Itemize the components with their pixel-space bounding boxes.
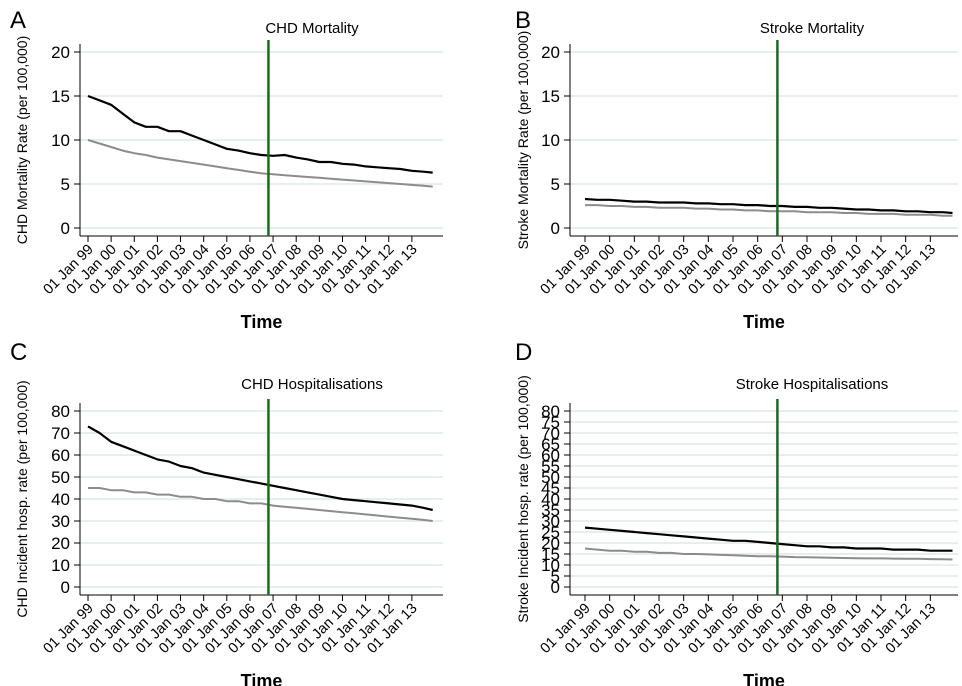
series-line-dark <box>584 197 953 215</box>
y-tick-label: 20 <box>541 43 560 62</box>
series-line-light <box>585 204 953 217</box>
y-tick-label: 15 <box>51 87 70 106</box>
y-tick-label: 40 <box>541 490 560 509</box>
y-tick-label: 30 <box>51 512 70 531</box>
y-tick-label: 35 <box>541 501 560 520</box>
series-line-dark <box>87 94 433 174</box>
y-tick-label: 5 <box>551 175 560 194</box>
y-tick-label: 20 <box>541 534 560 553</box>
y-tick-label: 10 <box>541 131 560 150</box>
series-line-light <box>88 487 433 522</box>
y-tick-label: 65 <box>541 435 560 454</box>
x-axis-label: Time <box>743 312 785 332</box>
y-tick-label: 75 <box>541 413 560 432</box>
y-axis-label: CHD Mortality Rate (per 100,000) <box>14 36 30 245</box>
y-axis-label: CHD Incident hosp. rate (per 100,000) <box>14 380 30 617</box>
series-line-dark <box>87 425 433 512</box>
y-tick-label: 20 <box>51 43 70 62</box>
series-line-light <box>87 139 433 188</box>
y-tick-label: 15 <box>541 545 560 564</box>
y-tick-label: 0 <box>551 578 560 597</box>
y-tick-label: 10 <box>51 131 70 150</box>
y-tick-label: 70 <box>541 424 560 443</box>
y-tick-label: 60 <box>541 446 560 465</box>
y-tick-label: 70 <box>51 424 70 443</box>
y-tick-label: 40 <box>51 490 70 509</box>
x-axis-label: Time <box>743 671 785 686</box>
y-axis-label: Stroke Incident hosp. rate (per 100,000) <box>515 375 531 622</box>
y-tick-label: 50 <box>541 468 560 487</box>
x-axis-label: Time <box>241 671 283 686</box>
y-tick-label: 0 <box>551 219 560 238</box>
panel-title: CHD Mortality <box>265 20 359 37</box>
panel-title: CHD Hospitalisations <box>241 376 383 393</box>
panel-letter: A <box>10 7 26 34</box>
panel-title: Stroke Hospitalisations <box>736 376 889 393</box>
y-tick-label: 20 <box>51 534 70 553</box>
y-tick-label: 25 <box>541 523 560 542</box>
y-tick-label: 80 <box>541 402 560 421</box>
series-line-dark <box>584 526 953 552</box>
y-tick-label: 45 <box>541 479 560 498</box>
y-tick-label: 50 <box>51 468 70 487</box>
y-tick-label: 60 <box>51 446 70 465</box>
y-tick-label: 80 <box>51 402 70 421</box>
panel-title: Stroke Mortality <box>760 20 865 37</box>
y-tick-label: 10 <box>541 556 560 575</box>
y-tick-label: 30 <box>541 512 560 531</box>
y-axis-label: Stroke Mortality Rate (per 100,000) <box>515 31 531 250</box>
series-line-light <box>584 547 953 561</box>
y-tick-label: 15 <box>541 87 560 106</box>
y-tick-label: 5 <box>551 567 560 586</box>
x-axis-label: Time <box>241 312 283 332</box>
y-tick-label: 0 <box>61 578 70 597</box>
y-tick-label: 10 <box>51 556 70 575</box>
y-tick-label: 0 <box>61 219 70 238</box>
y-tick-label: 5 <box>61 175 70 194</box>
panel-letter: B <box>515 7 531 34</box>
panel-letter: D <box>515 339 532 366</box>
panel-letter: C <box>10 339 27 366</box>
y-tick-label: 55 <box>541 457 560 476</box>
